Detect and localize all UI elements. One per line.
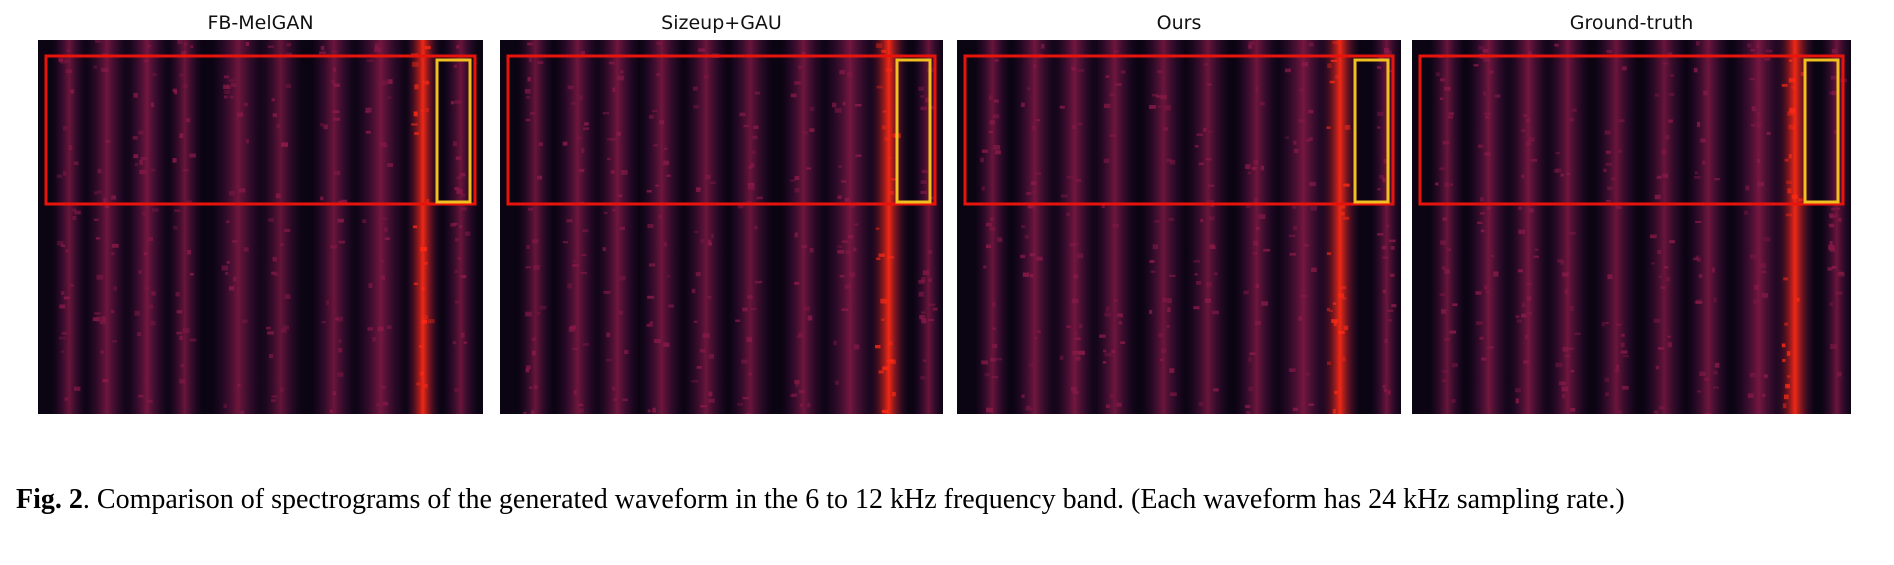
spectrogram-sizeup-gau [500,40,943,414]
panel-title: Sizeup+GAU [661,12,782,34]
panel-title: Ours [1156,12,1202,34]
spectrogram-canvas [500,40,943,414]
figure-caption: Fig. 2. Comparison of spectrograms of th… [16,480,1878,520]
panel-title: FB-MelGAN [207,12,314,34]
spectrogram-canvas [957,40,1401,414]
spectrogram-canvas [1412,40,1851,414]
caption-label: Fig. 2 [16,484,83,515]
caption-text: . Comparison of spectrograms of the gene… [82,484,1625,515]
spectrogram-canvas [38,40,483,414]
spectrogram-ground-truth [1412,40,1851,414]
spectrogram-fb-melgan [38,40,483,414]
panel-title: Ground-truth [1569,12,1694,34]
spectrogram-ours [957,40,1401,414]
